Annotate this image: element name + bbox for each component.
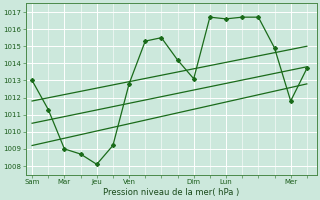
X-axis label: Pression niveau de la mer( hPa ): Pression niveau de la mer( hPa ) xyxy=(103,188,239,197)
